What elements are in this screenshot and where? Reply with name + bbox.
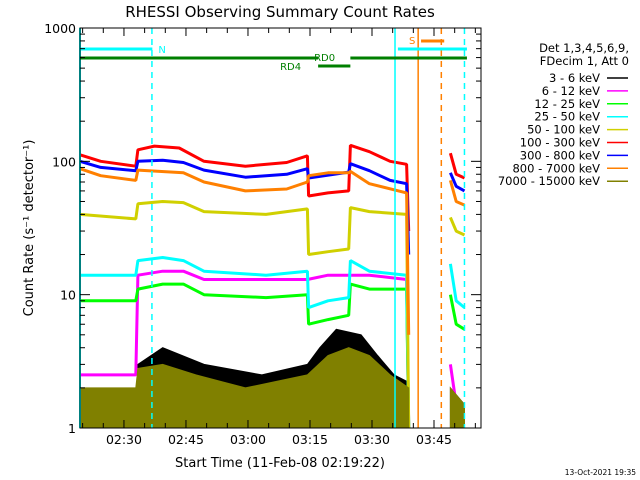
series-line: [79, 200, 411, 429]
legend-label: 3 - 6 keV: [549, 71, 600, 85]
legend-entry: 50 - 100 keV: [527, 123, 628, 137]
annotation-label-n: N: [158, 45, 165, 56]
x-tick-label: 02:45: [168, 432, 204, 447]
plot-area: [79, 143, 466, 429]
series-line: [449, 172, 466, 193]
legend-label: 100 - 300 keV: [520, 136, 600, 150]
legend-label: 800 - 7000 keV: [512, 161, 600, 175]
series-100-300-keV: [79, 143, 466, 232]
axes: 02:30 02:45 03:00 03:15 03:30 03:45 1 10 100 1000: [44, 21, 482, 447]
x-axis-label: Start Time (11-Feb-08 02:19:22): [175, 456, 385, 471]
legend-label: 300 - 800 keV: [520, 148, 600, 162]
series-band: [79, 347, 410, 429]
y-tick-label: 1: [68, 421, 76, 436]
legend-header-1: Det 1,3,4,5,6,9,: [539, 41, 629, 55]
legend-entry: 300 - 800 keV: [520, 148, 628, 162]
series-800-7000-keV: [79, 167, 466, 335]
legend-entry: 3 - 6 keV: [549, 71, 628, 85]
legend-header-2: FDecim 1, Att 0: [540, 54, 629, 68]
x-tick-label: 03:15: [292, 432, 328, 447]
annotation-label-s: S: [409, 36, 415, 47]
series-300-800-keV: [79, 158, 466, 255]
footer-timestamp: 13-Oct-2021 19:35: [565, 468, 636, 477]
series-line: [80, 256, 411, 429]
y-tick-label: 1000: [44, 21, 76, 36]
series-line: [448, 263, 466, 309]
legend-label: 50 - 100 keV: [527, 123, 600, 137]
legend-label: 25 - 50 keV: [534, 110, 600, 124]
chart-title: RHESSI Observing Summary Count Rates: [125, 3, 435, 21]
x-tick-label: 03:30: [354, 432, 390, 447]
series-line: [79, 158, 411, 255]
legend-entry: 12 - 25 keV: [534, 97, 628, 111]
legend-entry: 6 - 12 keV: [542, 84, 628, 98]
annotation-label-rd0: RD0: [314, 53, 335, 64]
plot-frame: [79, 27, 482, 429]
legend-label: 12 - 25 keV: [534, 97, 600, 111]
y-axis-label: Count Rate (s⁻¹ detector⁻¹): [22, 140, 37, 317]
legend-label: 6 - 12 keV: [542, 84, 600, 98]
annotation-label-rd4: RD4: [280, 62, 301, 73]
legend-entry: 800 - 7000 keV: [512, 161, 628, 175]
series-line: [79, 143, 411, 232]
x-tick-label: 03:00: [230, 432, 266, 447]
legend-label: 7000 - 15000 keV: [498, 174, 600, 188]
series-25-50-keV: [80, 256, 466, 429]
legend-entry: 100 - 300 keV: [520, 136, 628, 150]
series-line: [449, 216, 466, 237]
series-7000-15000-keV: [79, 347, 465, 429]
x-tick-label: 02:30: [106, 432, 142, 447]
series-line: [448, 294, 466, 331]
x-tick-label: 03:45: [416, 432, 452, 447]
series-line: [448, 180, 466, 207]
legend-entry: 25 - 50 keV: [534, 110, 628, 124]
y-tick-label: 10: [60, 288, 76, 303]
series-line: [448, 152, 466, 180]
legend-entry: 7000 - 15000 keV: [498, 174, 628, 188]
series-50-100-keV: [79, 200, 466, 429]
series-line: [79, 167, 411, 335]
y-tick-label: 100: [52, 154, 76, 169]
